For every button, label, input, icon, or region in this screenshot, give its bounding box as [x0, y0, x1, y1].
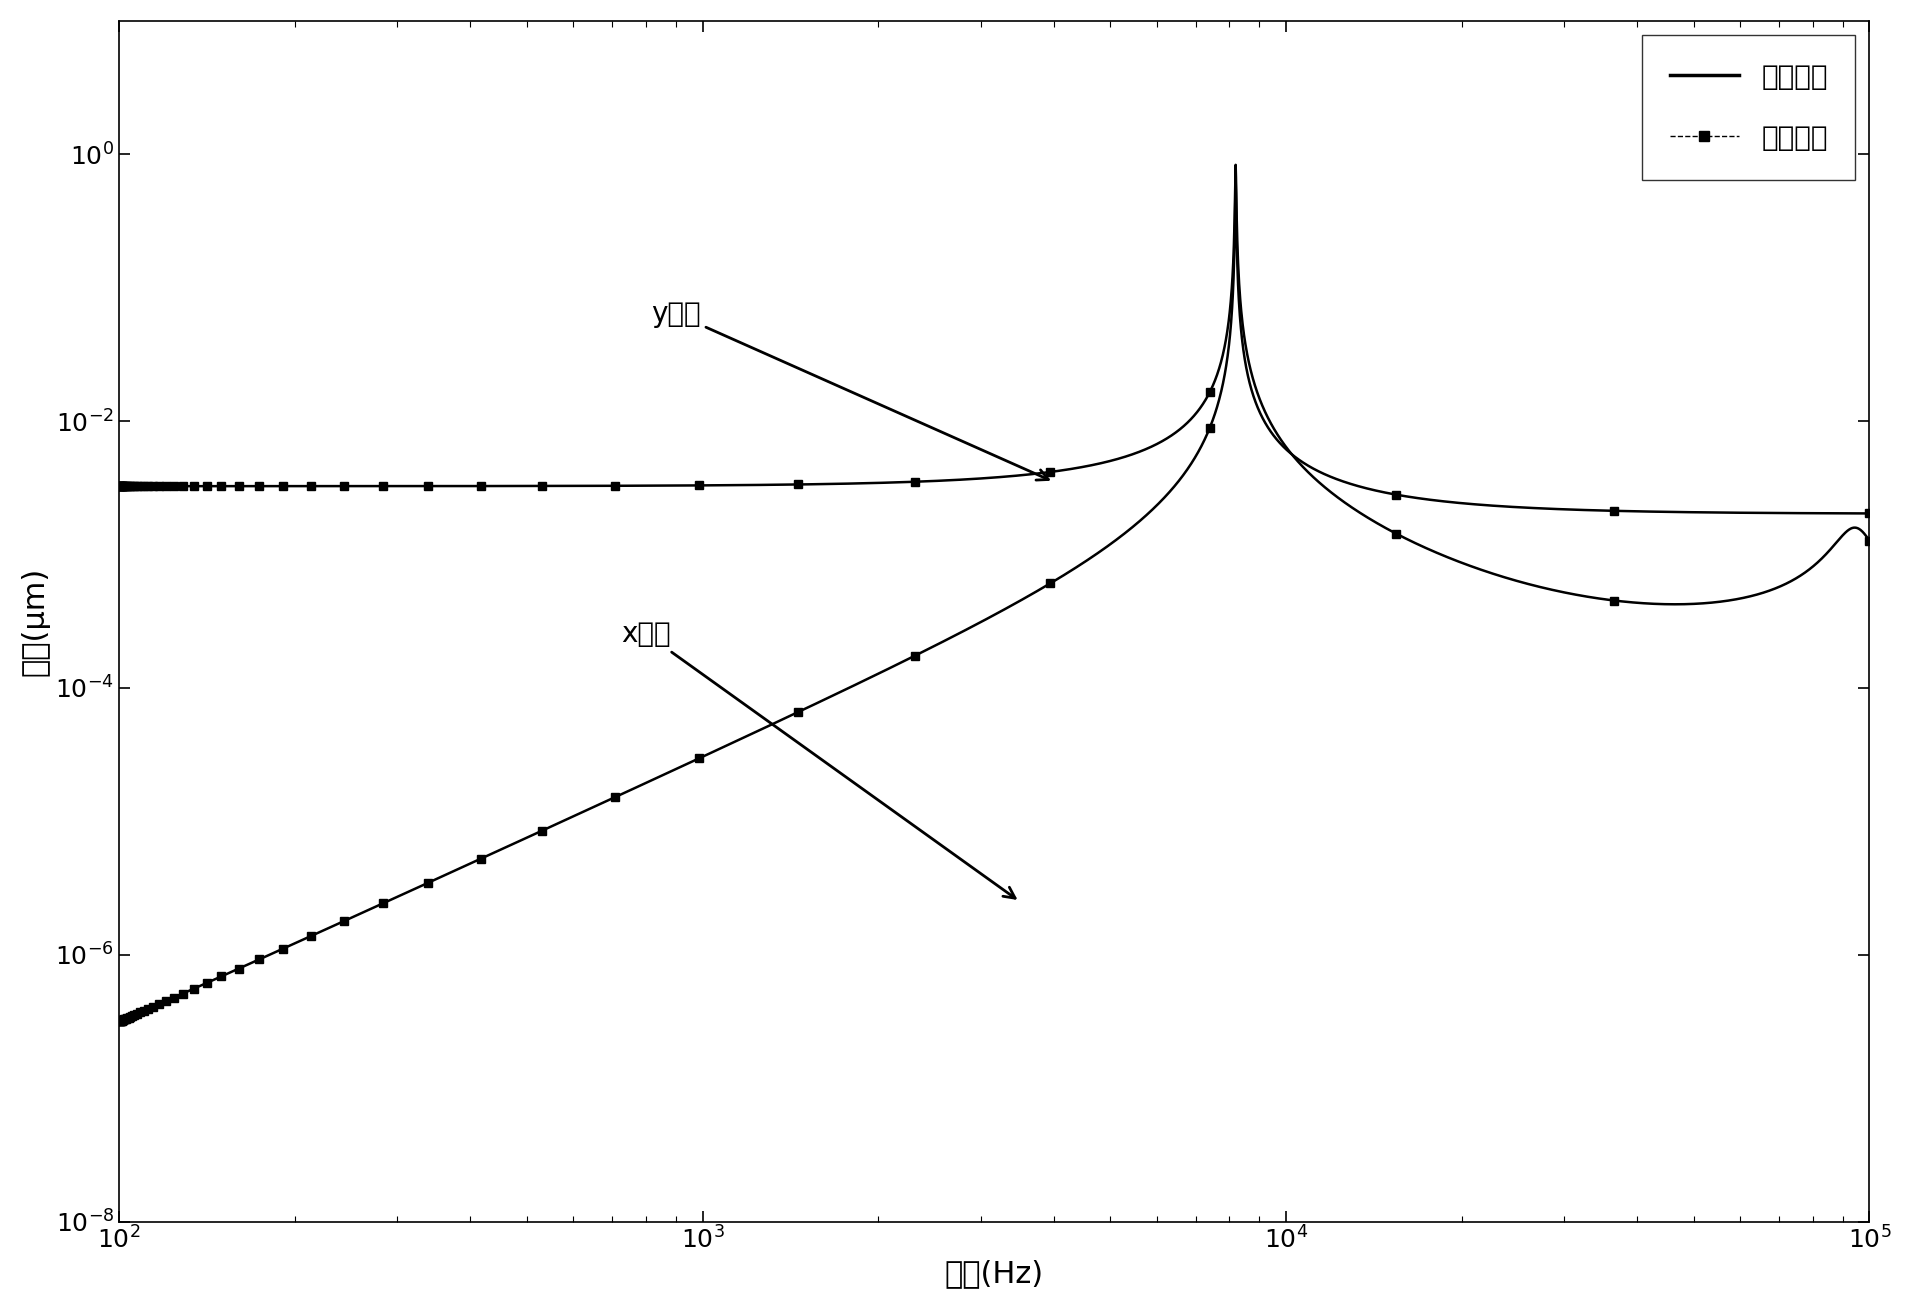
Y-axis label: 幅值(μm): 幅值(μm) [21, 567, 50, 675]
Text: x方向: x方向 [621, 619, 1015, 898]
Text: y方向: y方向 [650, 300, 1048, 480]
Legend: 原始模型, 降阶模型: 原始模型, 降阶模型 [1642, 35, 1855, 179]
X-axis label: 频率(Hz): 频率(Hz) [945, 1259, 1044, 1288]
